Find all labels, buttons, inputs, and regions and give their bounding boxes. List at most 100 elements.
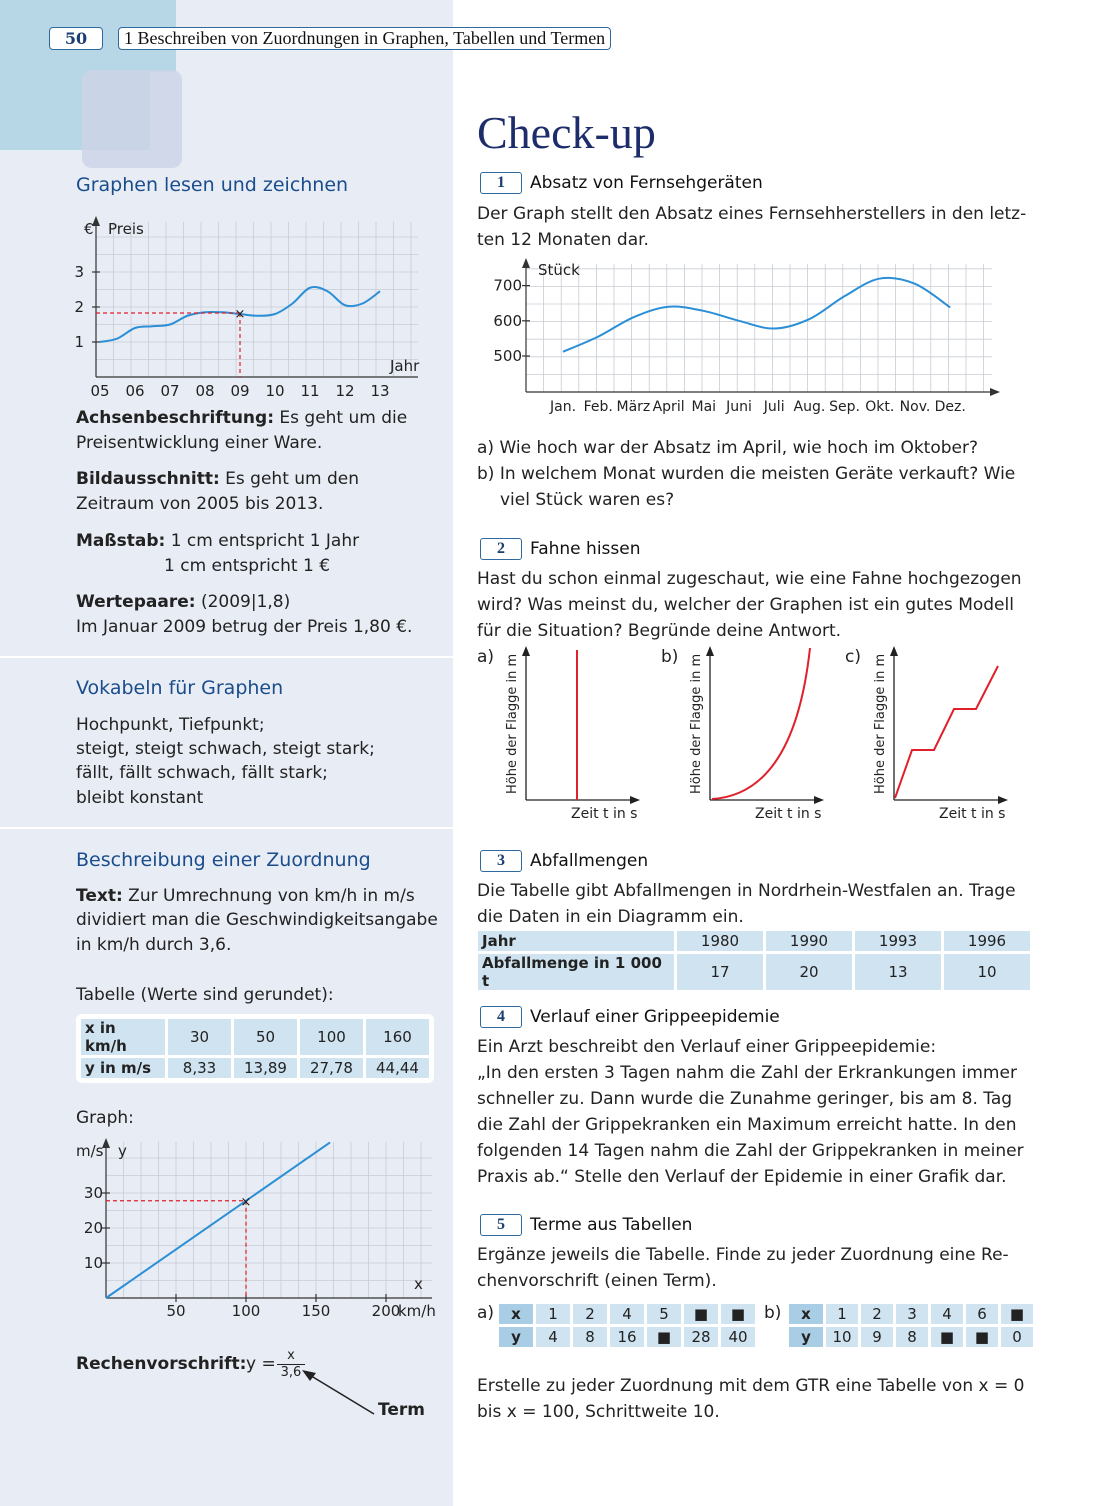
sales-chart-grid <box>525 264 992 393</box>
table-cell: ■ <box>647 1327 681 1347</box>
table-cell: 9 <box>861 1327 893 1347</box>
table-cell: 4 <box>536 1327 570 1347</box>
divider <box>0 827 453 829</box>
task-3-header: 3 Abfallmengen <box>480 850 648 872</box>
flag-line-c <box>894 665 999 799</box>
table-cell: ■ <box>684 1304 718 1324</box>
table-cell: 28 <box>684 1327 718 1347</box>
task-4-line: Ein Arzt beschreibt den Verlauf einer Gr… <box>477 1037 937 1057</box>
task-title: Fahne hissen <box>530 539 641 559</box>
rechen-label: Rechenvorschrift: <box>76 1354 247 1374</box>
task-2-line: wird? Was meinst du, welcher der Graphen… <box>477 595 1014 615</box>
bild-text: Bildausschnitt: Es geht um den Zeitraum … <box>76 467 436 517</box>
task-1-question-b2: viel Stück waren es? <box>500 490 675 510</box>
price-chart-yunit: € <box>84 220 94 238</box>
speed-chart-marker: × <box>241 1195 252 1210</box>
task-4-line: schneller zu. Dann wurde die Zunahme ger… <box>477 1089 1013 1109</box>
flag-graph-a: Höhe der Flagge in m Zeit t in s <box>505 646 640 822</box>
price-chart-xtick: 09 <box>230 382 249 400</box>
price-chart-ytick: 3 <box>74 263 84 281</box>
task-4-line: folgenden 14 Tagen nahm die Zahl der Gri… <box>477 1141 1024 1161</box>
sales-chart-xtick: Jan. <box>549 399 576 415</box>
table-header: y in m/s <box>81 1058 165 1078</box>
table-cell: ■ <box>931 1327 963 1347</box>
graph-label-b: b) <box>661 647 679 667</box>
task-1-header: 1 Absatz von Fernsehgeräten <box>480 172 763 194</box>
formula-fraction: x 3,6 <box>277 1348 305 1381</box>
task-number: 3 <box>480 850 522 872</box>
table-header: x <box>789 1304 823 1324</box>
waste-table: Jahr 1980 1990 1993 1996 Abfallmenge in … <box>475 928 1033 993</box>
massstab-line2: 1 cm entspricht 1 € <box>164 556 331 576</box>
graph-label-c: c) <box>845 647 861 667</box>
table-row: Abfallmenge in 1 000 t 17 20 13 10 <box>478 954 1030 990</box>
task-2-header: 2 Fahne hissen <box>480 538 641 560</box>
table-cell: 1980 <box>677 931 763 951</box>
speed-chart-line <box>105 1141 331 1299</box>
table-cell: 44,44 <box>366 1058 429 1078</box>
term-arrow <box>302 1370 375 1415</box>
sales-chart-ytick: 600 <box>493 312 522 330</box>
sales-chart-xtick: April <box>653 399 685 415</box>
table-cell: 4 <box>610 1304 644 1324</box>
task-5-line: chenvorschrift (einen Term). <box>477 1271 717 1291</box>
text-line2: dividiert man die Geschwindigkeitsangabe <box>76 910 438 930</box>
bild-desc: Es geht um den Zeitraum von 2005 bis 201… <box>76 469 360 514</box>
table-cell: 1 <box>536 1304 570 1324</box>
task-3-line: die Daten in ein Diagramm ein. <box>477 907 744 927</box>
price-chart-ytick: 1 <box>74 333 84 351</box>
table-cell: ■ <box>1001 1304 1033 1324</box>
task-2-line: für die Situation? Begründe deine Antwor… <box>477 621 842 641</box>
table-row: y 10 9 8 ■ ■ 0 <box>789 1327 1033 1347</box>
task-number: 5 <box>480 1214 522 1236</box>
flag-line-b <box>711 647 811 800</box>
price-chart-xtick: 07 <box>160 382 179 400</box>
task-5-line: Ergänze jeweils die Tabelle. Finde zu je… <box>477 1245 1009 1265</box>
speed-chart-xtick: 150 <box>302 1302 331 1320</box>
table-header: x <box>499 1304 533 1324</box>
task-1-question-b: b) In welchem Monat wurden die meisten G… <box>477 464 1016 484</box>
table-cell: 27,78 <box>300 1058 363 1078</box>
formula-lhs: y = <box>246 1354 276 1374</box>
massstab-text: Maßstab: 1 cm entspricht 1 Jahr <box>76 529 436 554</box>
sales-chart-xtick: Aug. <box>794 399 826 415</box>
task-5-footer: bis x = 100, Schrittweite 10. <box>477 1402 720 1422</box>
formula-numerator: x <box>277 1348 305 1365</box>
table-cell: 13,89 <box>234 1058 297 1078</box>
chapter-title: 1 Beschreiben von Zuordnungen in Graphen… <box>118 27 612 50</box>
achsen-label: Achsenbeschriftung: <box>76 408 274 428</box>
sales-chart-xtick: Feb. <box>584 399 613 415</box>
task-title: Verlauf einer Grippeepidemie <box>530 1007 780 1027</box>
term-table-b: x 1 2 3 4 6 ■ y 10 9 8 ■ ■ 0 <box>786 1301 1036 1350</box>
task-1-line: Der Graph stellt den Absatz eines Fernse… <box>477 204 1027 224</box>
sales-chart-ytick: 500 <box>493 347 522 365</box>
price-chart-xtick: 13 <box>370 382 389 400</box>
table-cell: 5 <box>647 1304 681 1324</box>
task-4-line: „In den ersten 3 Tagen nahm die Zahl der… <box>477 1063 1017 1083</box>
sales-chart-axes: 500 600 700 Jan. Feb. März April Mai Juni Juli Aug… <box>493 258 1000 415</box>
flag-ylabel: Höhe der Flagge in m <box>505 654 520 794</box>
price-chart-marker: × <box>235 307 246 322</box>
page-number: 50 <box>49 27 103 50</box>
speed-chart-xunit: km/h <box>398 1302 436 1320</box>
graph-heading: Graph: <box>76 1108 134 1128</box>
speed-chart-ytick: 30 <box>84 1184 103 1202</box>
price-chart-xtick: 08 <box>195 382 214 400</box>
speed-chart: 10 20 30 50 100 150 200 × m/s y x km/h <box>76 1138 436 1320</box>
table-row: x 1 2 4 5 ■ ■ <box>499 1304 755 1324</box>
task-4-line: Praxis ab.“ Stelle den Verlauf der Epide… <box>477 1167 1007 1187</box>
term-label: Term <box>378 1400 425 1420</box>
text-label: Text: <box>76 886 123 906</box>
table-cell: 40 <box>721 1327 755 1347</box>
price-chart-xtick: 06 <box>125 382 144 400</box>
table-cell: 2 <box>861 1304 893 1324</box>
table-cell: 10 <box>944 954 1030 990</box>
table-cell: 6 <box>966 1304 998 1324</box>
sales-chart-ylabel: Stück <box>538 261 580 279</box>
table-row: y 4 8 16 ■ 28 40 <box>499 1327 755 1347</box>
task-number: 1 <box>480 172 522 194</box>
table-header: y <box>499 1327 533 1347</box>
flag-ylabel: Höhe der Flagge in m <box>689 654 704 794</box>
speed-chart-xlabel: x <box>414 1275 423 1293</box>
table-cell: 50 <box>234 1019 297 1055</box>
